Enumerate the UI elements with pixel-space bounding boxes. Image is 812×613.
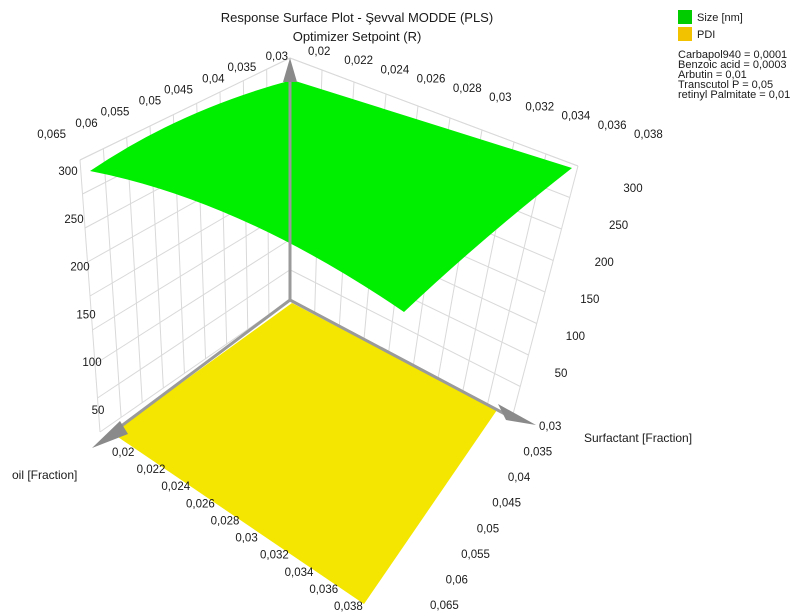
x-tick-label: 0,02: [112, 447, 134, 459]
legend: Size [nm] PDI Carbapol940 = 0,0001Benzoi…: [678, 10, 790, 101]
pdi-surface: [112, 303, 497, 604]
y-axis-arrow: [498, 404, 536, 425]
grid-line: [289, 57, 579, 167]
top-x-tick-label: 0,022: [344, 55, 373, 67]
z-axis-arrow: [283, 58, 297, 82]
chart-subtitle: Optimizer Setpoint (R): [293, 29, 422, 44]
top-y-tick-label: 0,055: [101, 107, 130, 119]
grid-line: [92, 208, 291, 331]
y-tick-label: 0,035: [523, 447, 552, 459]
legend-label-pdi: PDI: [697, 29, 715, 41]
top-y-tick-label: 0,035: [228, 62, 257, 74]
grid-line: [126, 137, 143, 403]
top-y-tick-label: 0,06: [75, 118, 97, 130]
y-axis-label: Surfactant [Fraction]: [584, 431, 692, 445]
top-x-tick-label: 0,036: [598, 120, 627, 132]
grid-line: [511, 165, 579, 419]
grid-line: [289, 269, 521, 387]
left-z-tick-label: 300: [58, 166, 77, 178]
top-y-tick-label: 0,03: [266, 51, 288, 63]
legend-swatch-pdi: [678, 27, 692, 41]
top-x-tick-label: 0,034: [562, 111, 591, 123]
left-z-tick-label: 200: [70, 262, 89, 274]
x-tick-label: 0,036: [309, 584, 338, 596]
top-y-tick-label: 0,05: [139, 96, 161, 108]
x-axis-label: oil [Fraction]: [12, 468, 77, 482]
x-tick-label: 0,028: [211, 515, 240, 527]
top-x-tick-label: 0,024: [380, 64, 409, 76]
y-tick-label: 0,065: [430, 600, 459, 612]
tick-layer: 0,030,0350,040,0450,050,0550,060,0650,02…: [37, 46, 663, 613]
right-z-tick-label: 300: [623, 183, 642, 195]
right-z-tick-label: 50: [555, 368, 568, 380]
y-tick-label: 0,055: [461, 549, 490, 561]
y-tick-label: 0,04: [508, 472, 531, 484]
x-axis-arrow: [92, 421, 128, 448]
x-tick-label: 0,024: [161, 481, 190, 493]
setpoint-label: Transcutol P = 0,05: [678, 79, 773, 91]
right-z-tick-label: 150: [580, 294, 599, 306]
x-tick-label: 0,038: [334, 601, 363, 613]
right-z-tick-label: 100: [566, 331, 585, 343]
grid-line: [79, 159, 101, 433]
grid-line: [97, 269, 291, 399]
top-y-tick-label: 0,065: [37, 129, 66, 141]
x-axis-line: [111, 298, 291, 435]
size-surface: [90, 80, 572, 312]
right-z-tick-label: 250: [609, 220, 628, 232]
top-y-tick-label: 0,045: [164, 84, 193, 96]
top-x-tick-label: 0,038: [634, 129, 663, 141]
setpoint-label: Arbutin = 0,01: [678, 69, 747, 81]
legend-label-size: Size [nm]: [697, 12, 743, 24]
axis-layer: [92, 58, 536, 448]
left-z-tick-label: 50: [92, 405, 105, 417]
top-x-tick-label: 0,026: [417, 74, 446, 86]
y-tick-label: 0,045: [492, 498, 521, 510]
top-x-tick-label: 0,02: [308, 46, 330, 58]
x-tick-label: 0,026: [186, 498, 215, 510]
y-tick-label: 0,03: [539, 421, 561, 433]
left-z-tick-label: 250: [64, 214, 83, 226]
chart-title: Response Surface Plot - Şevval MODDE (PL…: [221, 10, 493, 25]
x-tick-label: 0,03: [235, 533, 257, 545]
setpoint-label: Benzoic acid = 0,0003: [678, 59, 787, 71]
top-x-tick-label: 0,028: [453, 83, 482, 95]
x-tick-label: 0,032: [260, 550, 289, 562]
grid-line: [102, 148, 122, 418]
x-tick-label: 0,034: [285, 567, 314, 579]
top-x-tick-label: 0,03: [489, 92, 511, 104]
x-tick-label: 0,022: [137, 464, 166, 476]
left-z-tick-label: 100: [82, 357, 101, 369]
y-tick-label: 0,05: [477, 523, 499, 535]
top-y-tick-label: 0,04: [202, 73, 225, 85]
y-axis-line: [289, 298, 506, 416]
top-x-tick-label: 0,032: [525, 101, 554, 113]
legend-swatch-size: [678, 10, 692, 24]
grid-line: [94, 239, 291, 365]
right-z-tick-label: 200: [595, 257, 614, 269]
setpoint-label: retinyl Palmitate = 0,01: [678, 89, 790, 101]
setpoint-label: Carbapol940 = 0,0001: [678, 49, 787, 61]
left-z-tick-label: 150: [76, 309, 95, 321]
grid-line: [79, 57, 291, 161]
surface-layer: [90, 80, 572, 604]
y-tick-label: 0,06: [446, 574, 468, 586]
